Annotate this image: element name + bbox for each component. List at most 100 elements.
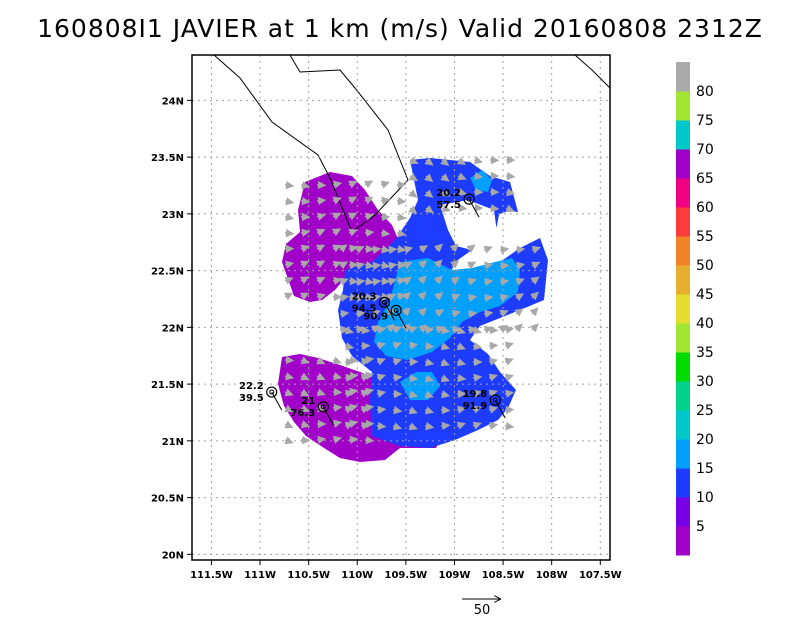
wind-vector (531, 245, 541, 254)
wind-vector (348, 180, 358, 189)
wind-vector (380, 245, 391, 254)
wind-vector (451, 309, 462, 318)
wind-vector (316, 356, 326, 365)
colorbar-swatch (676, 120, 690, 150)
wind-vector (440, 374, 450, 383)
colorbar-label: 30 (696, 374, 714, 390)
station-label-top: 19.8 (463, 389, 488, 400)
wind-vector (456, 358, 467, 367)
wind-vector (316, 292, 327, 301)
wind-vector (418, 260, 428, 269)
wind-vector (284, 180, 295, 190)
wind-vector (499, 245, 510, 255)
wind-vector (409, 156, 419, 165)
wind-vector (364, 196, 374, 205)
wind-vector (489, 203, 500, 213)
colorbar-label: 35 (696, 345, 714, 361)
wind-vector (284, 355, 295, 365)
wind-vector (441, 204, 451, 213)
wind-vector (300, 372, 310, 381)
colorbar-label: 5 (696, 519, 705, 535)
wind-vector (347, 212, 358, 221)
wind-vector (284, 420, 294, 429)
wind-vector (457, 203, 468, 213)
station-label-bottom: 76.3 (291, 408, 316, 419)
wind-vector (472, 342, 483, 351)
wind-vector (424, 205, 434, 214)
wind-vector (332, 403, 343, 413)
wind-vector (440, 157, 450, 167)
station-label-bottom: 39.5 (239, 393, 264, 404)
wind-vector (300, 228, 311, 237)
wind-vector (387, 245, 398, 255)
wind-vector (513, 323, 523, 333)
wind-vector (499, 293, 510, 302)
wind-vector (339, 293, 350, 302)
wind-vector (408, 172, 418, 182)
wind-vector (433, 259, 443, 269)
wind-vector (529, 323, 539, 333)
wind-vector (300, 388, 310, 397)
lon-tick-label: 109W (439, 570, 471, 581)
wind-vector (515, 245, 526, 255)
wind-vector (472, 326, 482, 335)
wind-vector (392, 357, 403, 366)
station-barb (322, 406, 334, 426)
wind-vector (300, 356, 310, 365)
wind-vector (283, 292, 294, 301)
wind-vector (371, 261, 382, 271)
wind-vector (364, 277, 375, 286)
wind-vector (408, 205, 418, 215)
lon-tick-label: 107.5W (579, 570, 622, 581)
wind-vector (408, 422, 418, 431)
wind-vector (504, 373, 514, 382)
wind-vector (348, 435, 359, 445)
station-barb (395, 310, 407, 329)
wind-vector (472, 421, 482, 430)
colorbar-swatch (676, 439, 690, 469)
wind-vector (284, 404, 294, 413)
wind-vector (284, 436, 294, 445)
colorbar-swatch (676, 381, 690, 411)
wind-vector (344, 342, 355, 351)
wind-vector (424, 390, 434, 399)
station-barb (384, 302, 395, 321)
wind-vector (504, 357, 514, 366)
wind-vector (387, 261, 398, 270)
wind-vector (467, 261, 477, 270)
colorbar-swatch (676, 207, 690, 237)
station-marker-inner (381, 299, 387, 305)
wind-vector (499, 277, 510, 287)
wind-vector (514, 293, 525, 302)
colorbar-swatch (676, 526, 690, 556)
lat-tick-label: 21.5N (151, 380, 184, 391)
lon-tick-label: 111.5W (190, 570, 233, 581)
colorbar-label: 60 (696, 200, 714, 216)
lon-tick-label: 111W (244, 570, 276, 581)
lat-tick-label: 22.5N (151, 267, 184, 278)
wind-vector (408, 341, 419, 350)
wind-vector (300, 420, 311, 429)
wind-vector (408, 390, 419, 399)
wind-vector (364, 261, 375, 270)
wind-vector (284, 197, 295, 206)
station-label-top: 20.3 (352, 291, 377, 302)
wind-vector (467, 293, 478, 302)
colorbar-label: 25 (696, 403, 714, 419)
wind-vector (331, 228, 342, 237)
wind-vector (456, 326, 466, 335)
reference-vector: 50 (462, 599, 500, 618)
colorbar-label: 20 (696, 432, 714, 448)
wind-vector (515, 277, 525, 286)
wind-vector (403, 261, 413, 270)
wind-vector (339, 309, 350, 319)
wind-vector (434, 292, 444, 301)
wind-vector (396, 213, 407, 222)
wind-vector (315, 260, 326, 269)
wind-vector (355, 309, 366, 319)
wind-vector (364, 228, 375, 238)
wind-vector (483, 309, 494, 318)
wind-vector (529, 291, 539, 301)
wind-vector (284, 260, 295, 269)
station-marker-inner (320, 404, 326, 410)
